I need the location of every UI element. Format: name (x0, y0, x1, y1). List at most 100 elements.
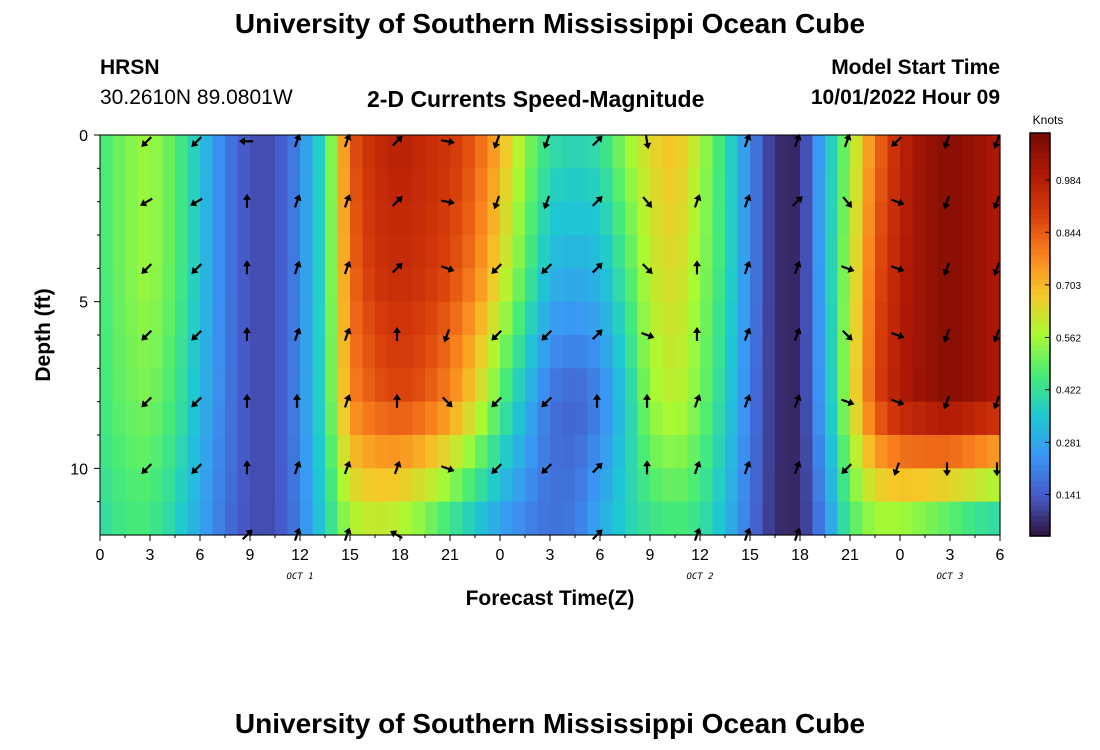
heatmap-cell (212, 201, 226, 236)
heatmap-cell (737, 435, 751, 469)
heatmap-cell (587, 235, 601, 269)
current-vector-arrow (641, 263, 653, 274)
heatmap-cell (725, 268, 739, 303)
heatmap-cell (737, 368, 751, 403)
colorbar-segment (1030, 309, 1050, 315)
heatmap-cell (462, 368, 476, 403)
current-vector-arrow (541, 263, 553, 274)
heatmap-cell (662, 435, 676, 469)
heatmap-cell (800, 135, 814, 169)
heatmap-cell (437, 501, 451, 536)
heatmap-cell (337, 201, 351, 236)
heatmap-cell (462, 401, 476, 436)
heatmap-cell (387, 435, 401, 469)
heatmap-cell (775, 268, 789, 303)
heatmap-cell (462, 168, 476, 203)
current-vector-arrow (591, 262, 603, 274)
heatmap-cell (550, 468, 564, 503)
heatmap-cell (650, 501, 664, 536)
heatmap-cell (425, 235, 439, 269)
current-vector-arrow (841, 463, 853, 474)
heatmap-cell (450, 368, 464, 403)
heatmap-cell (950, 235, 964, 269)
heatmap-cell (675, 501, 689, 536)
current-vector-arrow (693, 527, 702, 542)
heatmap-cell (625, 501, 639, 536)
heatmap-cell (725, 368, 739, 403)
current-vector-arrow (393, 460, 402, 475)
heatmap-cell (412, 468, 426, 503)
heatmap-cell (187, 135, 201, 169)
heatmap-cell (237, 368, 251, 403)
heatmap-cell (900, 501, 914, 536)
current-vector-arrow (791, 196, 803, 207)
heatmap-cell (537, 168, 551, 203)
heatmap-cell (650, 435, 664, 469)
heatmap-cell (162, 401, 176, 436)
current-vector-arrow (643, 135, 652, 150)
colorbar-segment (1030, 238, 1050, 245)
heatmap-cell (512, 268, 526, 303)
heatmap-cell (712, 368, 726, 403)
heatmap-cell (600, 368, 614, 403)
heatmap-cell (275, 501, 289, 536)
heatmap-cell (712, 401, 726, 436)
heatmap-cell (362, 401, 376, 436)
heatmap-cell (237, 235, 251, 269)
heatmap-cell (812, 201, 826, 236)
heatmap-cell (837, 335, 851, 369)
heatmap-cell (387, 268, 401, 303)
heatmap-cell (762, 268, 776, 303)
heatmap-cell (437, 301, 451, 336)
colorbar-segment (1030, 329, 1050, 336)
heatmap-cell (512, 468, 526, 503)
heatmap-cell (875, 135, 889, 169)
heatmap-cell (325, 468, 339, 503)
heatmap-cell (162, 135, 176, 169)
heatmap-cell (300, 301, 314, 336)
heatmap-cell (312, 168, 326, 203)
heatmap-cell (537, 335, 551, 369)
heatmap-cell (225, 368, 239, 403)
heatmap-cell (187, 201, 201, 236)
heatmap-cell (850, 135, 864, 169)
heatmap-cell (275, 468, 289, 503)
heatmap-cell (912, 135, 926, 169)
heatmap-cell (975, 335, 989, 369)
heatmap-cell (900, 135, 914, 169)
heatmap-cell (162, 368, 176, 403)
heatmap-cell (100, 501, 114, 536)
heatmap-cell (737, 135, 751, 169)
heatmap-cell (687, 235, 701, 269)
heatmap-cell (400, 201, 414, 236)
heatmap-cell (412, 301, 426, 336)
heatmap-cell (500, 268, 514, 303)
heatmap-cell (750, 468, 764, 503)
heatmap-cell (525, 468, 539, 503)
heatmap-cell (812, 435, 826, 469)
heatmap-cell (475, 335, 489, 369)
heatmap-cell (262, 168, 276, 203)
heatmap-cell (387, 168, 401, 203)
heatmap-cell (525, 301, 539, 336)
heatmap-cell (150, 168, 164, 203)
heatmap-cell (512, 368, 526, 403)
heatmap-cell (625, 368, 639, 403)
heatmap-cell (437, 268, 451, 303)
heatmap-cell (987, 201, 1001, 236)
heatmap-cell (300, 168, 314, 203)
colorbar-segment (1030, 490, 1050, 497)
heatmap-cell (575, 268, 589, 303)
heatmap-cell (162, 501, 176, 536)
heatmap-cell (712, 268, 726, 303)
current-vector-arrow (442, 328, 451, 343)
colorbar-segment (1030, 284, 1050, 290)
heatmap-cell (450, 401, 464, 436)
current-vector-arrow (391, 262, 403, 274)
current-vector-arrow (992, 328, 1001, 343)
heatmap-cell (687, 168, 701, 203)
colorbar-segment (1030, 399, 1050, 406)
heatmap-cell (675, 468, 689, 503)
heatmap-cell (212, 401, 226, 436)
current-vector-arrow (942, 262, 951, 276)
